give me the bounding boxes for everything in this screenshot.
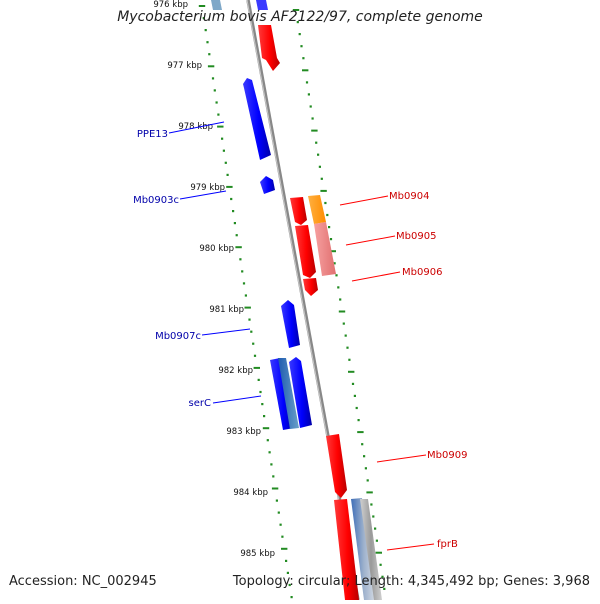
label-leader-ppe13 — [168, 121, 225, 134]
scale-label-979: 979 kbp — [190, 183, 225, 193]
forward-gene-labels: Mb0904 Mb0905 Mb0906 Mb0909 fprB — [339, 191, 467, 551]
gene-mb0905[interactable] — [295, 225, 316, 278]
gene-label-mb0904[interactable]: Mb0904 — [389, 191, 429, 202]
rna-feature-orange[interactable] — [308, 195, 326, 224]
scale-label-984: 984 kbp — [233, 488, 268, 498]
scale-label-980: 980 kbp — [199, 244, 234, 254]
gene-mb0903c[interactable] — [260, 176, 275, 194]
scale-label-985: 985 kbp — [240, 549, 275, 559]
scale-label-983: 983 kbp — [226, 427, 261, 437]
gene-label-mb0907c[interactable]: Mb0907c — [155, 331, 201, 342]
gene-mb0906[interactable] — [303, 278, 318, 296]
gene-fprb[interactable] — [334, 499, 359, 600]
gene-partial-top-left[interactable] — [211, 0, 222, 10]
accession-text: Accession: NC_002945 — [9, 574, 157, 589]
gene-fprb-neighbor[interactable] — [351, 498, 376, 600]
gene-label-mb0903c[interactable]: Mb0903c — [133, 195, 179, 206]
outer-tick-track — [292, 9, 386, 591]
gene-label-fprb[interactable]: fprB — [437, 539, 458, 550]
scale-label-978: 978 kbp — [178, 122, 213, 132]
gene-serc-overlap[interactable] — [278, 358, 299, 429]
label-leader-fprb — [386, 543, 435, 551]
gene-label-serc[interactable]: serC — [189, 398, 211, 409]
scale-label-977: 977 kbp — [167, 61, 202, 71]
gene-mb0904[interactable] — [290, 197, 307, 225]
gene-serc[interactable] — [289, 357, 312, 428]
gene-label-ppe13[interactable]: PPE13 — [137, 129, 168, 140]
genome-summary-text: Topology: circular; Length: 4,345,492 bp… — [232, 574, 590, 589]
scale-label-982: 982 kbp — [218, 366, 253, 376]
gene-ppe13[interactable] — [243, 78, 271, 160]
label-leader-mb0903c — [179, 190, 227, 200]
gene-label-mb0906[interactable]: Mb0906 — [402, 267, 442, 278]
scale-labels: 976 kbp 977 kbp 978 kbp 979 kbp 980 kbp … — [153, 0, 275, 559]
gene-fprb-neighbor-grey[interactable] — [360, 499, 382, 600]
reverse-gene-labels: PPE13 Mb0903c Mb0907c serC — [133, 121, 262, 409]
scale-label-976: 976 kbp — [153, 0, 188, 10]
gene-partial-top-forward[interactable] — [258, 25, 280, 71]
label-leader-mb0906 — [351, 271, 401, 282]
gene-mb0907c[interactable] — [281, 300, 300, 348]
label-leader-mb0904 — [339, 195, 389, 206]
label-leader-mb0907c — [201, 328, 251, 336]
gene-partial-top-right[interactable] — [256, 0, 268, 10]
map-title: Mycobacterium bovis AF2122/97, complete … — [117, 9, 483, 25]
gene-label-mb0909[interactable]: Mb0909 — [427, 450, 467, 461]
gene-mb0905-shadow[interactable] — [314, 222, 336, 276]
label-leader-mb0905 — [345, 235, 396, 246]
inner-tick-track — [198, 5, 293, 599]
gene-label-mb0905[interactable]: Mb0905 — [396, 231, 436, 242]
gene-mb0909[interactable] — [326, 434, 347, 498]
scale-label-981: 981 kbp — [209, 305, 244, 315]
label-leader-serc — [212, 395, 262, 404]
label-leader-mb0909 — [376, 454, 427, 463]
